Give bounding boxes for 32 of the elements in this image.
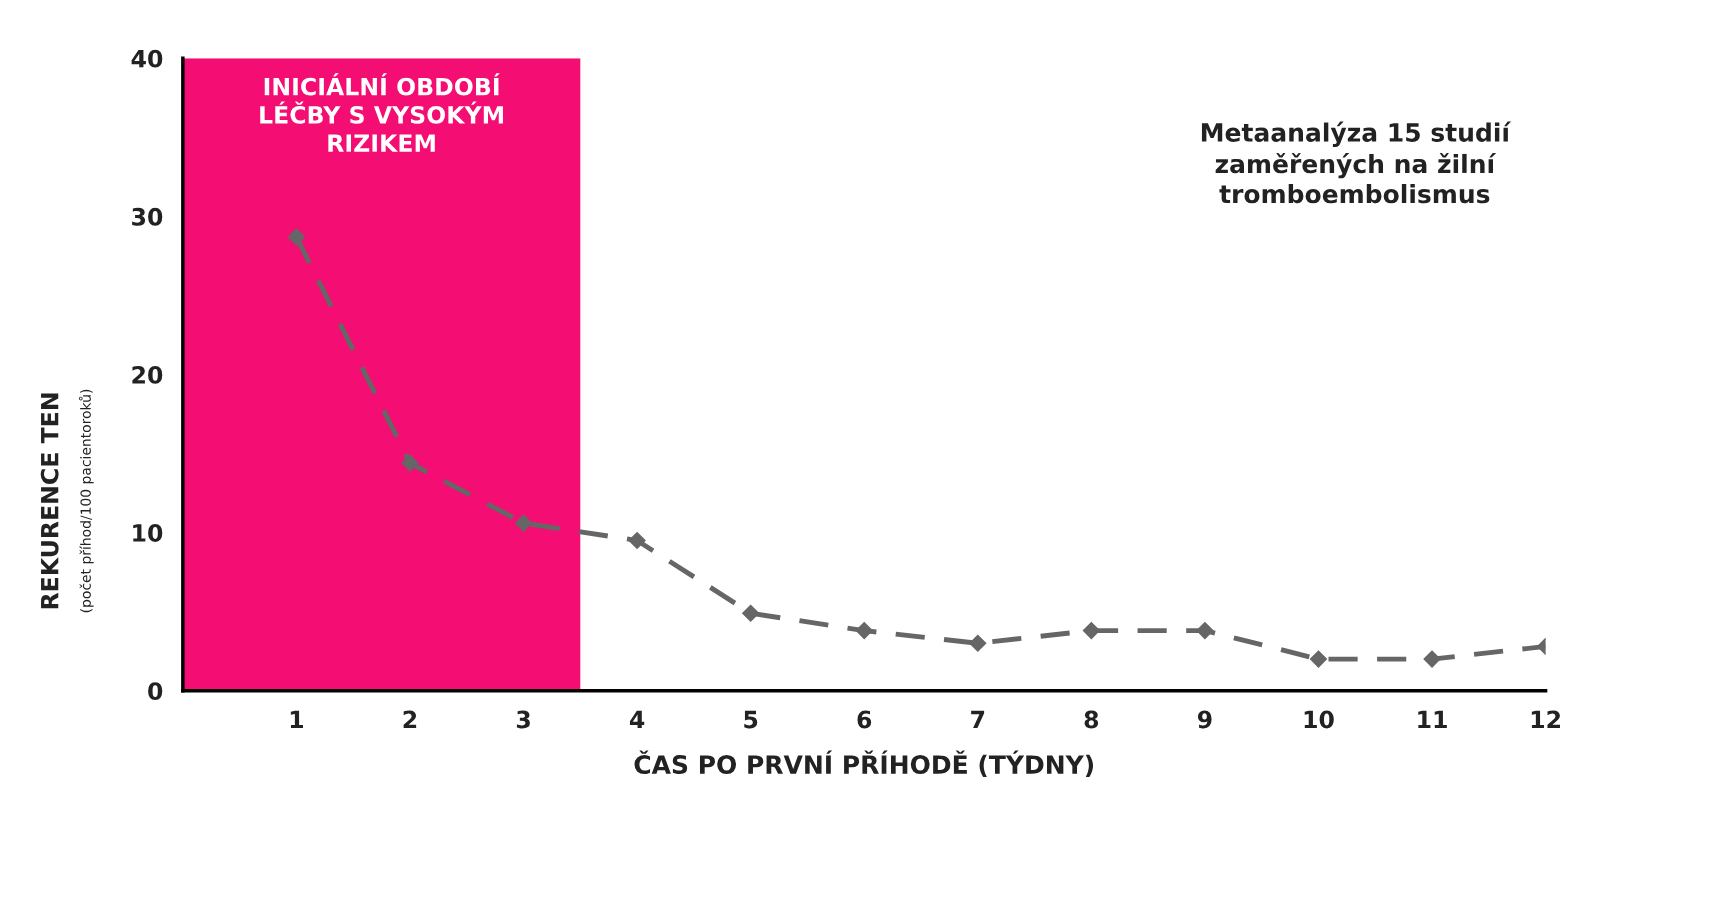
band-label: INICIÁLNÍ OBDOBÍ LÉČBY S VYSOKÝM RIZIKEM xyxy=(260,73,503,152)
point xyxy=(855,622,873,640)
x-tick-label: 4 xyxy=(629,710,645,729)
x-tick-label: 11 xyxy=(1418,710,1447,729)
point xyxy=(1423,650,1441,668)
point xyxy=(1309,650,1328,668)
x-tick-label: 6 xyxy=(857,710,872,729)
x-tick-label: 2 xyxy=(403,710,417,729)
x-axis-title: ČAS PO PRVNÍ PŘÍHODĚ (TÝDNY) xyxy=(634,750,1094,777)
x-tick-label: 7 xyxy=(971,710,985,729)
x-tick-label: 5 xyxy=(744,710,758,729)
x-tick-label: 10 xyxy=(1304,710,1334,729)
point xyxy=(401,454,419,472)
y-tick-label: 20 xyxy=(132,365,163,384)
point xyxy=(1082,622,1100,640)
point xyxy=(514,514,533,532)
point xyxy=(628,531,646,550)
y-tick-label: 10 xyxy=(133,524,163,542)
x-tick-label: 9 xyxy=(1197,710,1212,729)
y-tick-label: 40 xyxy=(131,49,163,68)
y-tick-label: 30 xyxy=(132,207,163,226)
annotation: Metaanalýza 15 studií zaměřených na žilní tromboembolismus xyxy=(1201,121,1512,204)
y-tick-label: 0 xyxy=(148,682,163,700)
x-tick-label: 1 xyxy=(290,710,303,729)
x-tick-label: 8 xyxy=(1084,710,1099,729)
point xyxy=(742,604,760,622)
y-axis-title: REKURENCE TEN (počet příhod/100 pacientoroků) xyxy=(40,389,94,613)
x-tick-label: 3 xyxy=(516,710,530,729)
point xyxy=(1196,622,1214,640)
point xyxy=(287,228,305,246)
x-tick-label: 12 xyxy=(1531,710,1560,729)
point xyxy=(969,634,987,652)
